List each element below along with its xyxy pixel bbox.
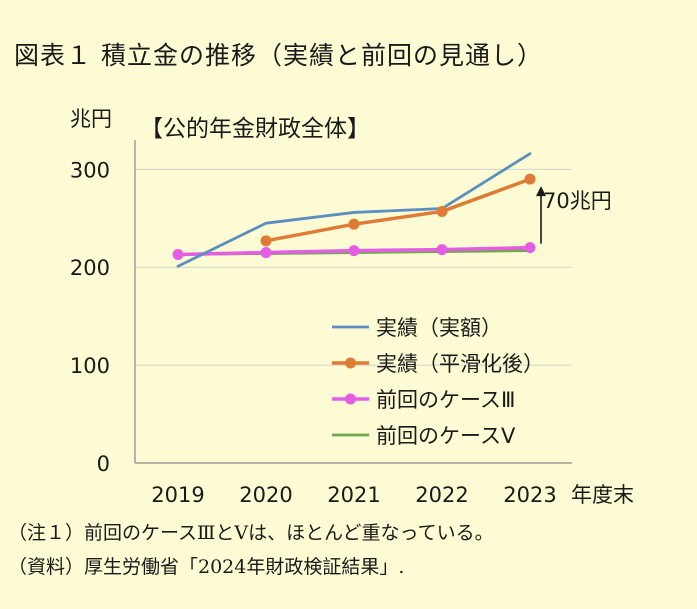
chart-title: 【公的年金財政全体】 xyxy=(140,116,370,142)
y-axis-unit: 兆円 xyxy=(70,107,112,131)
annotation-arrow-head xyxy=(536,186,546,197)
legend-marker xyxy=(345,393,356,405)
x-tick-label: 2020 xyxy=(239,483,292,507)
footnote-1: （注１）前回のケースⅢとⅤは、ほとんど重なっている。 xyxy=(8,522,494,544)
x-tick-label: 2023 xyxy=(503,483,556,507)
annotation-label: 70兆円 xyxy=(543,189,612,213)
data-point xyxy=(524,173,536,185)
figure-title: 図表１ 積立金の推移（実績と前回の見通し） xyxy=(14,41,543,70)
legend-marker xyxy=(345,357,356,369)
footnote-source: （資料）厚生労働省「2024年財政検証結果」. xyxy=(8,556,405,578)
legend-label: 前回のケースⅢ xyxy=(376,388,515,412)
legend-label: 前回のケースⅤ xyxy=(376,424,516,448)
data-point xyxy=(524,242,536,254)
legend-label: 実績（実額） xyxy=(376,316,502,340)
x-tick-label: 2022 xyxy=(415,483,468,507)
series-line xyxy=(176,152,532,268)
data-point xyxy=(348,218,360,230)
y-tick-label: 0 xyxy=(97,452,110,476)
data-point xyxy=(172,249,184,261)
x-tick-label: 2021 xyxy=(327,483,380,507)
legend-label: 実績（平滑化後） xyxy=(376,352,544,376)
y-tick-label: 100 xyxy=(70,354,110,378)
x-tick-label: 2019 xyxy=(151,483,204,507)
data-point xyxy=(260,247,272,259)
series-line xyxy=(264,177,532,243)
y-tick-label: 200 xyxy=(70,256,110,280)
data-point xyxy=(436,205,448,217)
y-tick-label: 300 xyxy=(70,158,110,182)
data-point xyxy=(260,235,272,247)
data-point xyxy=(436,244,448,256)
data-point xyxy=(348,245,360,257)
x-axis-suffix: 年度末 xyxy=(571,483,634,507)
